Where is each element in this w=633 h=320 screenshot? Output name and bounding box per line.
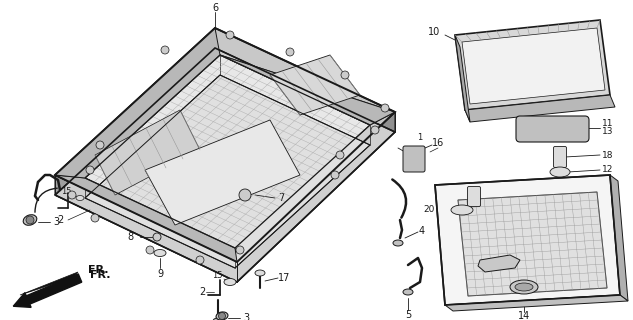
Text: 19: 19 — [494, 187, 506, 196]
Text: 15: 15 — [61, 188, 72, 196]
Text: FR.: FR. — [88, 265, 108, 275]
Polygon shape — [20, 272, 78, 295]
Ellipse shape — [403, 289, 413, 295]
FancyArrow shape — [13, 274, 82, 308]
Ellipse shape — [515, 283, 533, 291]
Circle shape — [371, 126, 379, 134]
Text: 12: 12 — [602, 165, 613, 174]
Circle shape — [196, 256, 204, 264]
Text: 11: 11 — [602, 118, 613, 127]
FancyBboxPatch shape — [403, 146, 425, 172]
Polygon shape — [55, 28, 395, 262]
Text: 1: 1 — [417, 133, 423, 142]
Text: 9: 9 — [157, 269, 163, 279]
Text: 2: 2 — [57, 215, 63, 225]
Polygon shape — [458, 192, 607, 296]
Text: 5: 5 — [405, 310, 411, 320]
Text: 14: 14 — [518, 311, 530, 320]
Polygon shape — [462, 28, 605, 104]
Text: 6: 6 — [212, 3, 218, 13]
Circle shape — [239, 189, 251, 201]
FancyBboxPatch shape — [468, 187, 480, 206]
Circle shape — [286, 48, 294, 56]
FancyBboxPatch shape — [553, 147, 567, 167]
Polygon shape — [55, 175, 87, 196]
Polygon shape — [237, 112, 395, 282]
Circle shape — [26, 216, 34, 224]
Polygon shape — [55, 28, 220, 178]
Circle shape — [218, 313, 225, 319]
Text: 13: 13 — [602, 127, 613, 137]
Ellipse shape — [216, 312, 228, 320]
Polygon shape — [465, 95, 615, 122]
Polygon shape — [220, 55, 395, 125]
Text: 3: 3 — [53, 217, 59, 227]
Ellipse shape — [224, 278, 236, 285]
Circle shape — [236, 246, 244, 254]
Text: 15: 15 — [213, 271, 223, 281]
Ellipse shape — [76, 196, 84, 201]
Ellipse shape — [255, 270, 265, 276]
Ellipse shape — [451, 205, 473, 215]
Text: 20: 20 — [423, 205, 435, 214]
Polygon shape — [478, 255, 520, 272]
Circle shape — [381, 104, 389, 112]
Ellipse shape — [550, 167, 570, 177]
Text: 3: 3 — [243, 313, 249, 320]
Circle shape — [86, 166, 94, 174]
Polygon shape — [85, 75, 370, 268]
Text: 16: 16 — [432, 138, 444, 148]
Circle shape — [68, 191, 76, 199]
Polygon shape — [55, 48, 395, 282]
Polygon shape — [55, 175, 237, 262]
Circle shape — [91, 214, 99, 222]
Circle shape — [96, 141, 104, 149]
Ellipse shape — [510, 280, 538, 294]
Polygon shape — [55, 175, 237, 282]
Circle shape — [341, 71, 349, 79]
Polygon shape — [435, 175, 620, 305]
Ellipse shape — [23, 215, 37, 225]
Polygon shape — [270, 55, 360, 115]
Polygon shape — [455, 35, 470, 122]
Text: 4: 4 — [419, 226, 425, 236]
Circle shape — [161, 46, 169, 54]
Polygon shape — [220, 55, 395, 125]
Text: 8: 8 — [128, 232, 134, 242]
Ellipse shape — [213, 318, 223, 320]
Polygon shape — [445, 295, 628, 311]
Text: 2: 2 — [199, 287, 205, 297]
Polygon shape — [455, 20, 610, 110]
Polygon shape — [610, 175, 628, 301]
Text: 7: 7 — [278, 193, 284, 203]
Circle shape — [153, 233, 161, 241]
Text: 17: 17 — [278, 273, 290, 283]
Circle shape — [336, 151, 344, 159]
Text: FR.: FR. — [90, 270, 111, 280]
Ellipse shape — [154, 250, 166, 257]
Polygon shape — [95, 110, 200, 195]
Circle shape — [146, 246, 154, 254]
FancyBboxPatch shape — [516, 116, 589, 142]
Circle shape — [226, 31, 234, 39]
Polygon shape — [85, 55, 370, 248]
Text: 10: 10 — [428, 27, 440, 37]
Text: 18: 18 — [602, 150, 613, 159]
Polygon shape — [145, 120, 300, 225]
Circle shape — [331, 171, 339, 179]
Ellipse shape — [393, 240, 403, 246]
